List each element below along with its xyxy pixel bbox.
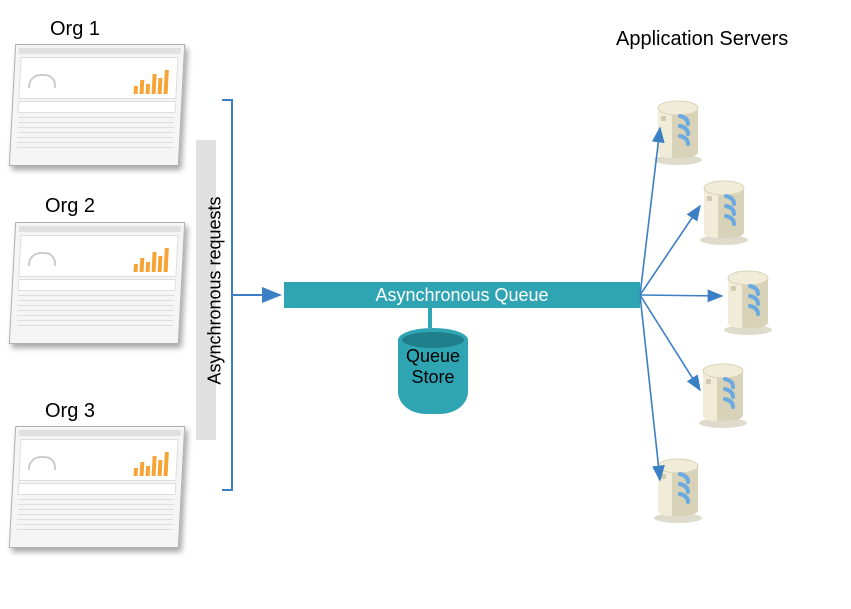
org3-dashboard xyxy=(9,426,185,548)
app-server-3 xyxy=(720,260,776,341)
async-queue-label: Asynchronous Queue xyxy=(375,285,548,306)
org2-label: Org 2 xyxy=(45,195,95,218)
async-requests-label: Asynchronous requests xyxy=(205,196,226,386)
app-server-1 xyxy=(650,90,706,171)
app-server-4 xyxy=(695,353,751,434)
org1-dashboard xyxy=(9,44,185,166)
async-queue-bar: Asynchronous Queue xyxy=(284,282,640,308)
queue-store-label: Queue Store xyxy=(395,346,471,388)
app-server-5 xyxy=(650,448,706,529)
org3-label: Org 3 xyxy=(45,400,95,423)
app-servers-label: Application Servers xyxy=(616,28,788,51)
org1-label: Org 1 xyxy=(50,18,100,41)
org2-dashboard xyxy=(9,222,185,344)
app-server-2 xyxy=(696,170,752,251)
